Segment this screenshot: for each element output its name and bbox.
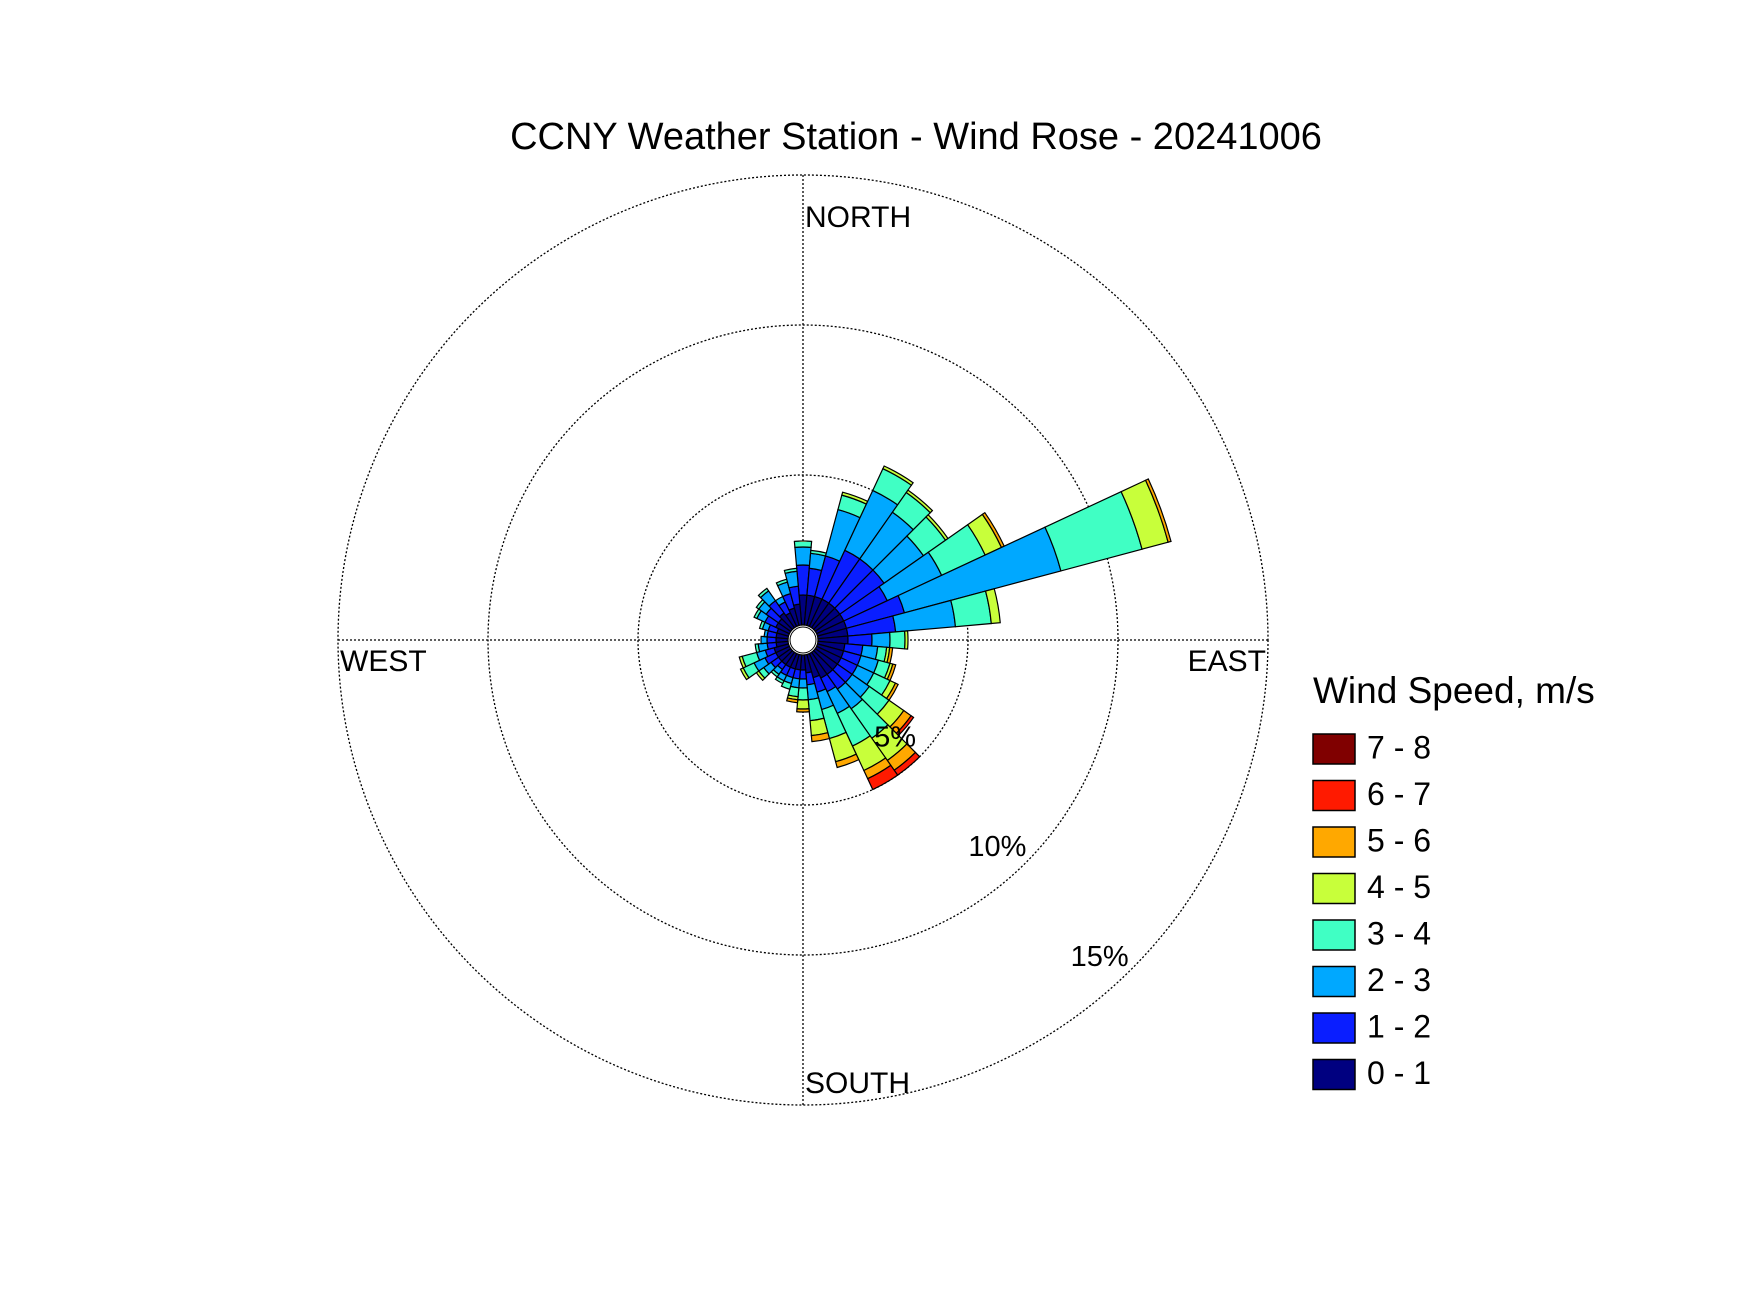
wedge <box>793 540 813 549</box>
wedge <box>738 655 747 669</box>
direction-label: NORTH <box>805 201 911 234</box>
legend-label: 4 - 5 <box>1367 869 1431 905</box>
wedge <box>866 764 899 791</box>
r-tick-label: 10% <box>968 831 1026 863</box>
wedge <box>834 753 860 769</box>
wedges <box>738 465 1172 791</box>
legend-swatch <box>1312 826 1356 858</box>
wedge <box>760 635 768 645</box>
legend-label: 6 - 7 <box>1367 776 1431 812</box>
wedge <box>1144 478 1172 543</box>
wedge <box>774 676 785 685</box>
grid-circle <box>337 174 1269 1106</box>
center-hole <box>789 626 817 654</box>
legend-swatch <box>1312 965 1356 998</box>
chart-title: CCNY Weather Station - Wind Rose - 20241… <box>510 116 1322 158</box>
wedge <box>810 731 831 743</box>
grid-circle <box>487 324 1119 956</box>
grid-circle <box>637 474 969 806</box>
legend-label: 2 - 3 <box>1367 962 1431 998</box>
legend-swatch <box>1312 872 1356 905</box>
wedge <box>984 588 1001 625</box>
wedge <box>780 679 793 690</box>
legend-swatch <box>1312 733 1356 765</box>
legend-label: 1 - 2 <box>1367 1008 1431 1044</box>
legend-label: 3 - 4 <box>1367 915 1431 951</box>
wedge <box>905 489 934 514</box>
legend-label: 7 - 8 <box>1367 729 1431 765</box>
wedge <box>796 708 810 713</box>
wedge <box>757 587 770 599</box>
direction-label: EAST <box>1188 645 1266 678</box>
r-tick-label: 15% <box>1071 941 1129 973</box>
legend-label: 5 - 6 <box>1367 822 1431 858</box>
legend-swatch <box>1312 779 1356 812</box>
wedge <box>785 697 799 704</box>
legend-swatch <box>1312 1012 1356 1044</box>
legend-title: Wind Speed, m/s <box>1313 670 1595 711</box>
wedge <box>794 546 812 566</box>
wedge <box>796 699 810 710</box>
wedge <box>754 643 761 654</box>
direction-label: WEST <box>340 645 427 678</box>
wedge <box>903 630 909 650</box>
legend-label: 0 - 1 <box>1367 1055 1431 1091</box>
legend-swatch <box>1312 1058 1356 1091</box>
r-tick-label: 5% <box>874 721 916 753</box>
legend-swatch <box>1312 919 1356 951</box>
wedge <box>889 630 906 650</box>
wedge <box>783 567 798 575</box>
wedge <box>797 687 809 701</box>
wedge <box>871 631 891 649</box>
wedge <box>882 465 914 487</box>
direction-label: SOUTH <box>805 1067 910 1100</box>
wedge <box>739 667 750 681</box>
